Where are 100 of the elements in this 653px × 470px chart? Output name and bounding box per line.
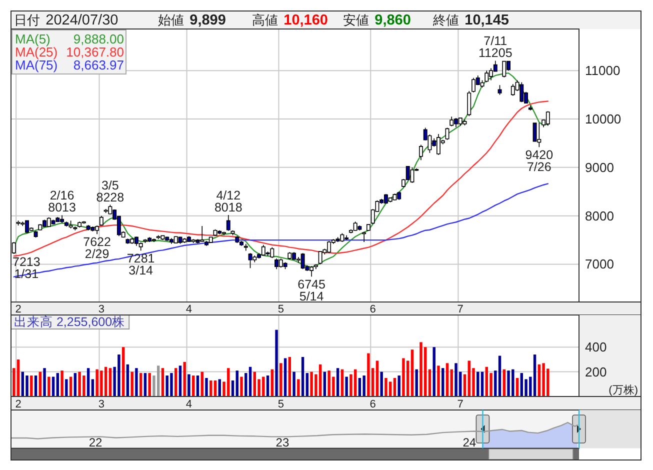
bar — [270, 369, 274, 396]
candlestick — [270, 246, 274, 258]
candlestick — [226, 214, 230, 232]
candlestick — [528, 105, 532, 111]
bar — [280, 363, 282, 396]
bar — [48, 376, 50, 396]
candlestick — [410, 167, 414, 184]
candlestick — [318, 250, 322, 265]
bar — [480, 372, 484, 396]
candlestick — [358, 225, 362, 231]
bar — [236, 370, 238, 396]
bar — [538, 364, 541, 396]
candlestick — [143, 238, 148, 244]
candlestick — [244, 244, 248, 252]
candlestick — [392, 193, 397, 201]
candlestick — [160, 234, 165, 240]
y-tick-label: 7000 — [585, 256, 614, 272]
bar — [65, 379, 68, 396]
bar — [130, 372, 134, 396]
bar — [91, 379, 94, 396]
bar — [135, 368, 138, 396]
bar — [26, 376, 28, 396]
bar — [156, 366, 160, 396]
candlestick — [82, 220, 86, 224]
bar — [205, 378, 208, 396]
x-tick-label: 23 — [276, 435, 290, 450]
bar — [183, 362, 186, 396]
x-tick-label: 4 — [186, 304, 192, 316]
candlestick — [12, 242, 16, 254]
bar — [376, 360, 379, 396]
candlestick — [484, 70, 489, 83]
bar — [188, 374, 190, 396]
bar — [336, 368, 340, 396]
candlestick — [300, 252, 305, 270]
bar — [104, 366, 108, 396]
candlestick — [450, 116, 454, 127]
bar — [178, 366, 182, 396]
candlestick — [458, 117, 462, 126]
candlestick — [235, 236, 240, 244]
candlestick — [90, 226, 95, 232]
bar — [174, 368, 178, 396]
bar — [240, 376, 243, 396]
candlestick — [86, 224, 90, 231]
candlestick — [56, 216, 60, 223]
bar — [354, 369, 357, 396]
candlestick — [191, 238, 196, 244]
bar — [218, 379, 221, 396]
candlestick — [546, 110, 550, 126]
text: 始値 9,899 — [158, 12, 226, 28]
candlestick — [353, 221, 358, 232]
bar — [139, 373, 142, 396]
candlestick — [462, 119, 467, 126]
y-tick-label: 9000 — [585, 160, 614, 175]
bar — [516, 378, 519, 396]
bar — [275, 330, 278, 396]
candlestick — [152, 238, 156, 242]
bar — [362, 376, 366, 396]
candlestick — [178, 236, 182, 244]
candlestick — [388, 197, 392, 203]
bar — [52, 376, 55, 396]
text: 高値 10,160 — [252, 12, 328, 28]
candlestick — [16, 220, 20, 226]
x-tick-label: 5 — [278, 304, 284, 316]
x-tick-label: 7 — [457, 304, 464, 316]
candlestick — [366, 224, 370, 232]
bar — [533, 354, 536, 396]
candlestick — [502, 60, 506, 78]
bar — [398, 376, 400, 396]
candlestick — [208, 236, 213, 244]
annotation: 4/12 8018 — [214, 188, 242, 214]
bar — [297, 379, 300, 396]
bar — [86, 368, 90, 396]
bar — [126, 364, 130, 396]
bar — [69, 376, 72, 396]
candlestick — [38, 224, 42, 231]
candlestick — [498, 84, 502, 96]
annotation: 3/5 8228 — [96, 178, 124, 204]
bar — [520, 373, 524, 396]
bar — [144, 373, 147, 396]
x-tick-label: 2 — [15, 398, 22, 410]
candlestick — [34, 230, 38, 238]
bar — [358, 378, 362, 396]
bar — [306, 373, 309, 396]
bar — [384, 378, 388, 396]
bar — [388, 382, 392, 396]
bar — [432, 347, 436, 396]
candlestick — [78, 221, 82, 228]
y-tick-label: 200 — [585, 364, 607, 380]
x-tick-label: 5 — [278, 398, 284, 410]
bar — [108, 368, 112, 396]
bar — [437, 366, 440, 396]
bar — [161, 368, 164, 396]
x-tick-label: 3 — [98, 304, 105, 316]
x-tick-label: 6 — [370, 304, 376, 316]
bar — [345, 376, 348, 396]
candlestick — [156, 234, 160, 240]
bar — [318, 364, 322, 396]
y-tick-label: 400 — [585, 340, 607, 355]
bar — [292, 372, 296, 396]
candlestick — [288, 252, 292, 260]
